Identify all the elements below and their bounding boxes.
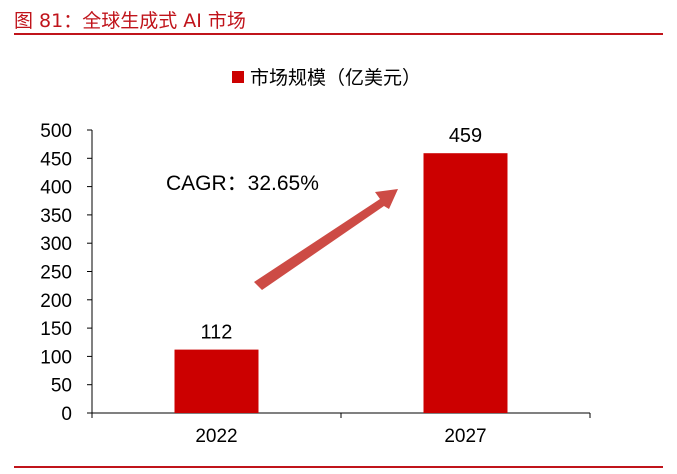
bar-2022 bbox=[174, 349, 259, 413]
axes: 0 50 100 150 200 250 300 350 400 450 500 2022 2027 bbox=[40, 121, 591, 447]
cagr-annotation: CAGR：32.65% bbox=[166, 172, 398, 290]
x-tick-label: 2027 bbox=[444, 426, 486, 447]
data-label-2022: 112 bbox=[201, 322, 233, 344]
y-tick-label: 200 bbox=[40, 291, 72, 312]
bars: 112 459 bbox=[174, 125, 508, 413]
y-tick-label: 50 bbox=[51, 376, 72, 397]
y-tick-label: 300 bbox=[40, 234, 72, 255]
y-tick-label: 400 bbox=[40, 178, 72, 199]
cagr-label: CAGR：32.65% bbox=[166, 172, 319, 195]
y-tick-label: 100 bbox=[40, 347, 72, 368]
bar-2027 bbox=[423, 153, 508, 413]
y-tick-label: 500 bbox=[40, 121, 72, 142]
y-tick-label: 450 bbox=[40, 149, 72, 170]
y-tick-label: 250 bbox=[40, 263, 72, 284]
y-tick-label: 0 bbox=[61, 404, 72, 425]
up-right-arrow-icon bbox=[254, 189, 398, 290]
y-tick-label: 150 bbox=[40, 319, 72, 340]
legend-label: 市场规模（亿美元） bbox=[250, 67, 421, 89]
legend-swatch bbox=[232, 71, 244, 83]
bottom-rule bbox=[14, 466, 663, 468]
title-rule bbox=[14, 33, 663, 35]
chart-legend: 市场规模（亿美元） bbox=[232, 67, 421, 89]
figure-title: 图 81：全球生成式 AI 市场 bbox=[14, 10, 246, 32]
data-label-2027: 459 bbox=[449, 125, 482, 147]
y-tick-label: 350 bbox=[40, 206, 72, 227]
x-tick-label: 2022 bbox=[195, 426, 237, 447]
